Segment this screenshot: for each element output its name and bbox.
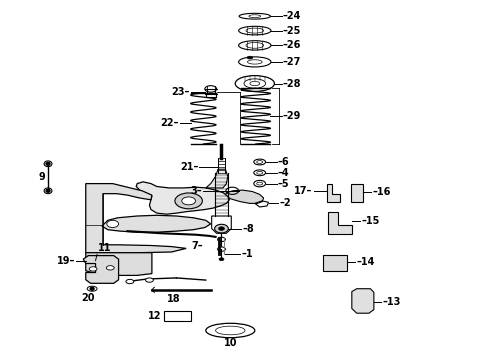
- Ellipse shape: [89, 267, 97, 271]
- Polygon shape: [352, 289, 374, 313]
- Text: 20: 20: [81, 293, 95, 303]
- Text: –29: –29: [283, 111, 301, 121]
- Text: –8: –8: [242, 224, 254, 234]
- Polygon shape: [102, 215, 211, 232]
- Text: –2: –2: [279, 198, 291, 208]
- Ellipse shape: [107, 220, 119, 228]
- Text: 18: 18: [167, 294, 181, 304]
- Text: 12: 12: [148, 311, 162, 321]
- Polygon shape: [351, 184, 363, 202]
- Text: 10: 10: [223, 338, 237, 348]
- Ellipse shape: [106, 266, 114, 270]
- Polygon shape: [328, 212, 352, 234]
- Ellipse shape: [219, 227, 224, 230]
- Text: –16: –16: [372, 186, 391, 197]
- Ellipse shape: [126, 279, 134, 284]
- Ellipse shape: [218, 247, 225, 251]
- Text: 7–: 7–: [191, 240, 203, 251]
- Ellipse shape: [218, 237, 225, 242]
- Polygon shape: [86, 184, 186, 253]
- Ellipse shape: [219, 258, 224, 261]
- Polygon shape: [136, 182, 229, 214]
- Text: –25: –25: [283, 26, 301, 36]
- Text: –5: –5: [278, 179, 290, 189]
- Polygon shape: [327, 184, 340, 202]
- Text: –15: –15: [361, 216, 380, 226]
- Text: –1: –1: [241, 249, 253, 259]
- Ellipse shape: [215, 224, 228, 233]
- Polygon shape: [86, 253, 152, 275]
- Ellipse shape: [146, 278, 153, 282]
- Text: –26: –26: [283, 40, 301, 50]
- Ellipse shape: [175, 193, 202, 209]
- Text: 11: 11: [98, 243, 112, 253]
- Text: –14: –14: [356, 257, 375, 267]
- Text: 21–: 21–: [180, 162, 198, 172]
- Text: 17–: 17–: [294, 186, 313, 196]
- Ellipse shape: [182, 197, 196, 205]
- Text: –24: –24: [283, 11, 301, 21]
- Circle shape: [46, 189, 50, 192]
- Polygon shape: [225, 190, 264, 203]
- Circle shape: [90, 287, 94, 290]
- Ellipse shape: [247, 56, 253, 59]
- Text: –4: –4: [278, 168, 290, 178]
- Text: 22–: 22–: [161, 118, 179, 128]
- Text: –27: –27: [283, 57, 301, 67]
- Text: 23–: 23–: [172, 87, 190, 97]
- Text: 19–: 19–: [57, 256, 75, 266]
- Text: –13: –13: [382, 297, 401, 307]
- Circle shape: [46, 162, 50, 165]
- Polygon shape: [206, 169, 228, 188]
- Polygon shape: [83, 256, 119, 283]
- Text: –28: –28: [283, 78, 301, 89]
- Polygon shape: [323, 255, 347, 271]
- Text: –6: –6: [278, 157, 290, 167]
- Text: 3–: 3–: [190, 186, 202, 196]
- Text: 9: 9: [39, 172, 46, 182]
